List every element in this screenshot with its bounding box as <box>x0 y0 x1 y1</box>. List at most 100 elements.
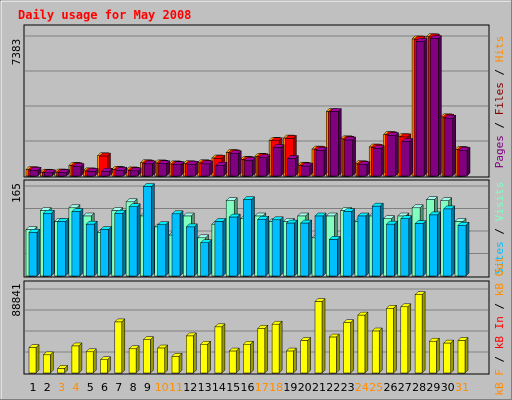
x-tick-label: 31 <box>455 381 469 394</box>
ymax-label-hits: 7383 <box>10 39 23 66</box>
chart-bars <box>25 33 488 374</box>
x-tick-label: 27 <box>398 381 412 394</box>
x-tick-label: 8 <box>130 381 137 394</box>
bar-kbytes-kb-f-13 <box>199 340 212 374</box>
bar-visits-sites-sites-23 <box>342 208 356 277</box>
legend-part-1: / <box>493 221 506 241</box>
bar-hits-files-pages-pages-16 <box>243 156 257 177</box>
legend-visits-sites: Sites / Visits <box>493 182 506 275</box>
bar-hits-files-pages-pages-10 <box>158 160 171 177</box>
x-tick-label: 3 <box>58 381 65 394</box>
bar-visits-sites-sites-26 <box>385 220 399 277</box>
legend-part-0: Sites <box>493 241 506 274</box>
bar-kbytes-kb-f-20 <box>300 336 312 374</box>
bar-hits-files-pages-pages-14 <box>215 161 228 177</box>
bar-visits-sites-sites-17 <box>257 215 270 277</box>
bar-visits-sites-sites-7 <box>114 209 127 277</box>
bar-kbytes-kb-f-19 <box>285 347 298 374</box>
bar-kbytes-kb-f-21 <box>314 297 326 374</box>
bar-kbytes-kb-f-9 <box>142 336 155 374</box>
bar-visits-sites-sites-12 <box>185 223 198 277</box>
legend-hits-files-pages: Pages / Files / Hits <box>493 36 506 169</box>
bar-hits-files-pages-pages-26 <box>386 132 400 177</box>
bar-kbytes-kb-f-16 <box>242 340 255 374</box>
x-tick-label: 1 <box>30 381 37 394</box>
x-tick-label: 19 <box>283 381 297 394</box>
bar-kbytes-kb-f-31 <box>457 336 469 374</box>
x-tick-label: 26 <box>384 381 398 394</box>
bar-kbytes-kb-f-30 <box>443 339 455 374</box>
bar-kbytes-kb-f-26 <box>385 304 398 374</box>
bar-visits-sites-sites-14 <box>214 217 227 277</box>
bar-visits-sites-sites-28 <box>414 220 427 277</box>
legend-part-4: kB Out <box>493 256 506 296</box>
legend-part-1: / <box>493 115 506 135</box>
x-tick-label: 13 <box>198 381 212 394</box>
bar-hits-files-pages-pages-1 <box>29 166 42 177</box>
bar-kbytes-kb-f-5 <box>85 348 97 374</box>
bar-visits-sites-sites-31 <box>457 221 470 277</box>
bar-hits-files-pages-pages-6 <box>100 167 114 177</box>
bar-kbytes-kb-f-7 <box>114 318 126 374</box>
bar-visits-sites-sites-21 <box>314 212 327 277</box>
x-axis-labels: 1 2 3 4 5 6 7 8 9 10 11 12 13 14 15 16 17 18 19 20 21 22 23 24 2… <box>30 381 470 394</box>
bar-hits-files-pages-pages-12 <box>186 160 199 177</box>
bar-visits-sites-sites-19 <box>285 219 299 277</box>
bar-hits-files-pages-pages-17 <box>258 154 271 177</box>
bar-visits-sites-sites-3 <box>56 217 70 277</box>
legend-part-3: / <box>493 296 506 316</box>
bar-hits-files-pages-pages-21 <box>315 146 328 177</box>
legend-part-2: Visits <box>493 182 506 222</box>
bar-visits-sites-sites-30 <box>443 205 456 277</box>
bar-hits-files-pages-pages-13 <box>200 160 214 177</box>
bar-hits-files-pages-pages-24 <box>358 161 371 177</box>
bar-hits-files-pages-pages-19 <box>286 154 300 177</box>
bar-hits-files-pages-pages-29 <box>429 34 443 177</box>
bar-visits-sites-sites-15 <box>228 213 241 277</box>
bar-hits-files-pages-pages-28 <box>415 37 428 177</box>
x-tick-label: 25 <box>369 381 383 394</box>
bar-kbytes-kb-f-6 <box>99 356 112 374</box>
bar-visits-sites-sites-5 <box>85 220 98 277</box>
bar-kbytes-kb-f-17 <box>257 324 269 374</box>
legend-part-3: / <box>493 62 506 82</box>
x-tick-label: 29 <box>426 381 440 394</box>
bar-visits-sites-sites-8 <box>128 203 141 277</box>
bar-visits-sites-sites-9 <box>142 182 156 277</box>
x-tick-label: 4 <box>72 381 79 394</box>
x-tick-label: 22 <box>326 381 340 394</box>
bar-hits-files-pages-pages-2 <box>43 169 56 177</box>
x-tick-label: 17 <box>255 381 269 394</box>
ymax-label-kbytes: 88841 <box>10 283 23 316</box>
x-tick-label: 20 <box>298 381 312 394</box>
legend-kbytes: kB F / kB In / kB Out <box>493 256 506 395</box>
x-tick-label: 18 <box>269 381 283 394</box>
legend-part-0: Pages <box>493 135 506 168</box>
bar-kbytes-kb-f-22 <box>328 333 340 374</box>
bar-kbytes-kb-f-4 <box>71 342 83 374</box>
bar-visits-sites-sites-10 <box>157 221 170 277</box>
bar-hits-files-pages-pages-3 <box>57 168 71 177</box>
bar-visits-sites-sites-11 <box>171 210 184 277</box>
bar-hits-files-pages-pages-22 <box>329 107 342 177</box>
bar-visits-sites-sites-29 <box>428 211 442 277</box>
bar-hits-files-pages-pages-8 <box>129 167 142 177</box>
bar-hits-files-pages-pages-20 <box>301 162 314 177</box>
x-tick-label: 24 <box>355 381 369 394</box>
bar-kbytes-kb-f-8 <box>128 345 140 374</box>
x-tick-label: 23 <box>341 381 355 394</box>
bar-kbytes-kb-f-25 <box>371 327 383 374</box>
legend-part-2: kB In <box>493 316 506 349</box>
x-tick-label: 15 <box>226 381 240 394</box>
bar-visits-sites-sites-24 <box>357 212 370 277</box>
bar-hits-files-pages-pages-18 <box>272 143 285 177</box>
x-tick-label: 2 <box>44 381 51 394</box>
bar-visits-sites-sites-25 <box>371 202 384 277</box>
bar-visits-sites-sites-2 <box>42 209 55 277</box>
x-tick-label: 5 <box>87 381 94 394</box>
bar-kbytes-kb-f-3 <box>56 364 69 374</box>
bar-hits-files-pages-pages-31 <box>458 146 471 177</box>
x-tick-label: 11 <box>169 381 183 394</box>
bar-kbytes-kb-f-18 <box>271 320 283 374</box>
